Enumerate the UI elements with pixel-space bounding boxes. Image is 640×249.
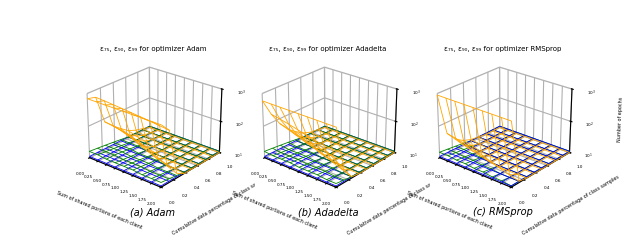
Title: ε₇₅, ε₉₀, ε₉₉ for optimizer Adadelta: ε₇₅, ε₉₀, ε₉₉ for optimizer Adadelta [269,46,387,53]
Title: ε₇₅, ε₉₀, ε₉₉ for optimizer Adam: ε₇₅, ε₉₀, ε₉₉ for optimizer Adam [100,46,206,53]
Title: ε₇₅, ε₉₀, ε₉₉ for optimizer RMSprop: ε₇₅, ε₉₀, ε₉₉ for optimizer RMSprop [444,46,562,53]
Text: (a) Adam: (a) Adam [131,207,175,217]
Text: (b) Adadelta: (b) Adadelta [298,207,358,217]
X-axis label: Sum of shared portions of each client: Sum of shared portions of each client [56,191,143,230]
Y-axis label: Cumulative data percentage of class samples: Cumulative data percentage of class samp… [346,174,445,236]
Y-axis label: Cumulative data percentage of class samples: Cumulative data percentage of class samp… [171,174,269,236]
X-axis label: Sum of shared portions of each client: Sum of shared portions of each client [406,191,493,230]
Y-axis label: Cumulative data percentage of class samples: Cumulative data percentage of class samp… [521,174,620,236]
X-axis label: Sum of shared portions of each client: Sum of shared portions of each client [231,191,318,230]
Text: (c) RMSprop: (c) RMSprop [473,207,533,217]
